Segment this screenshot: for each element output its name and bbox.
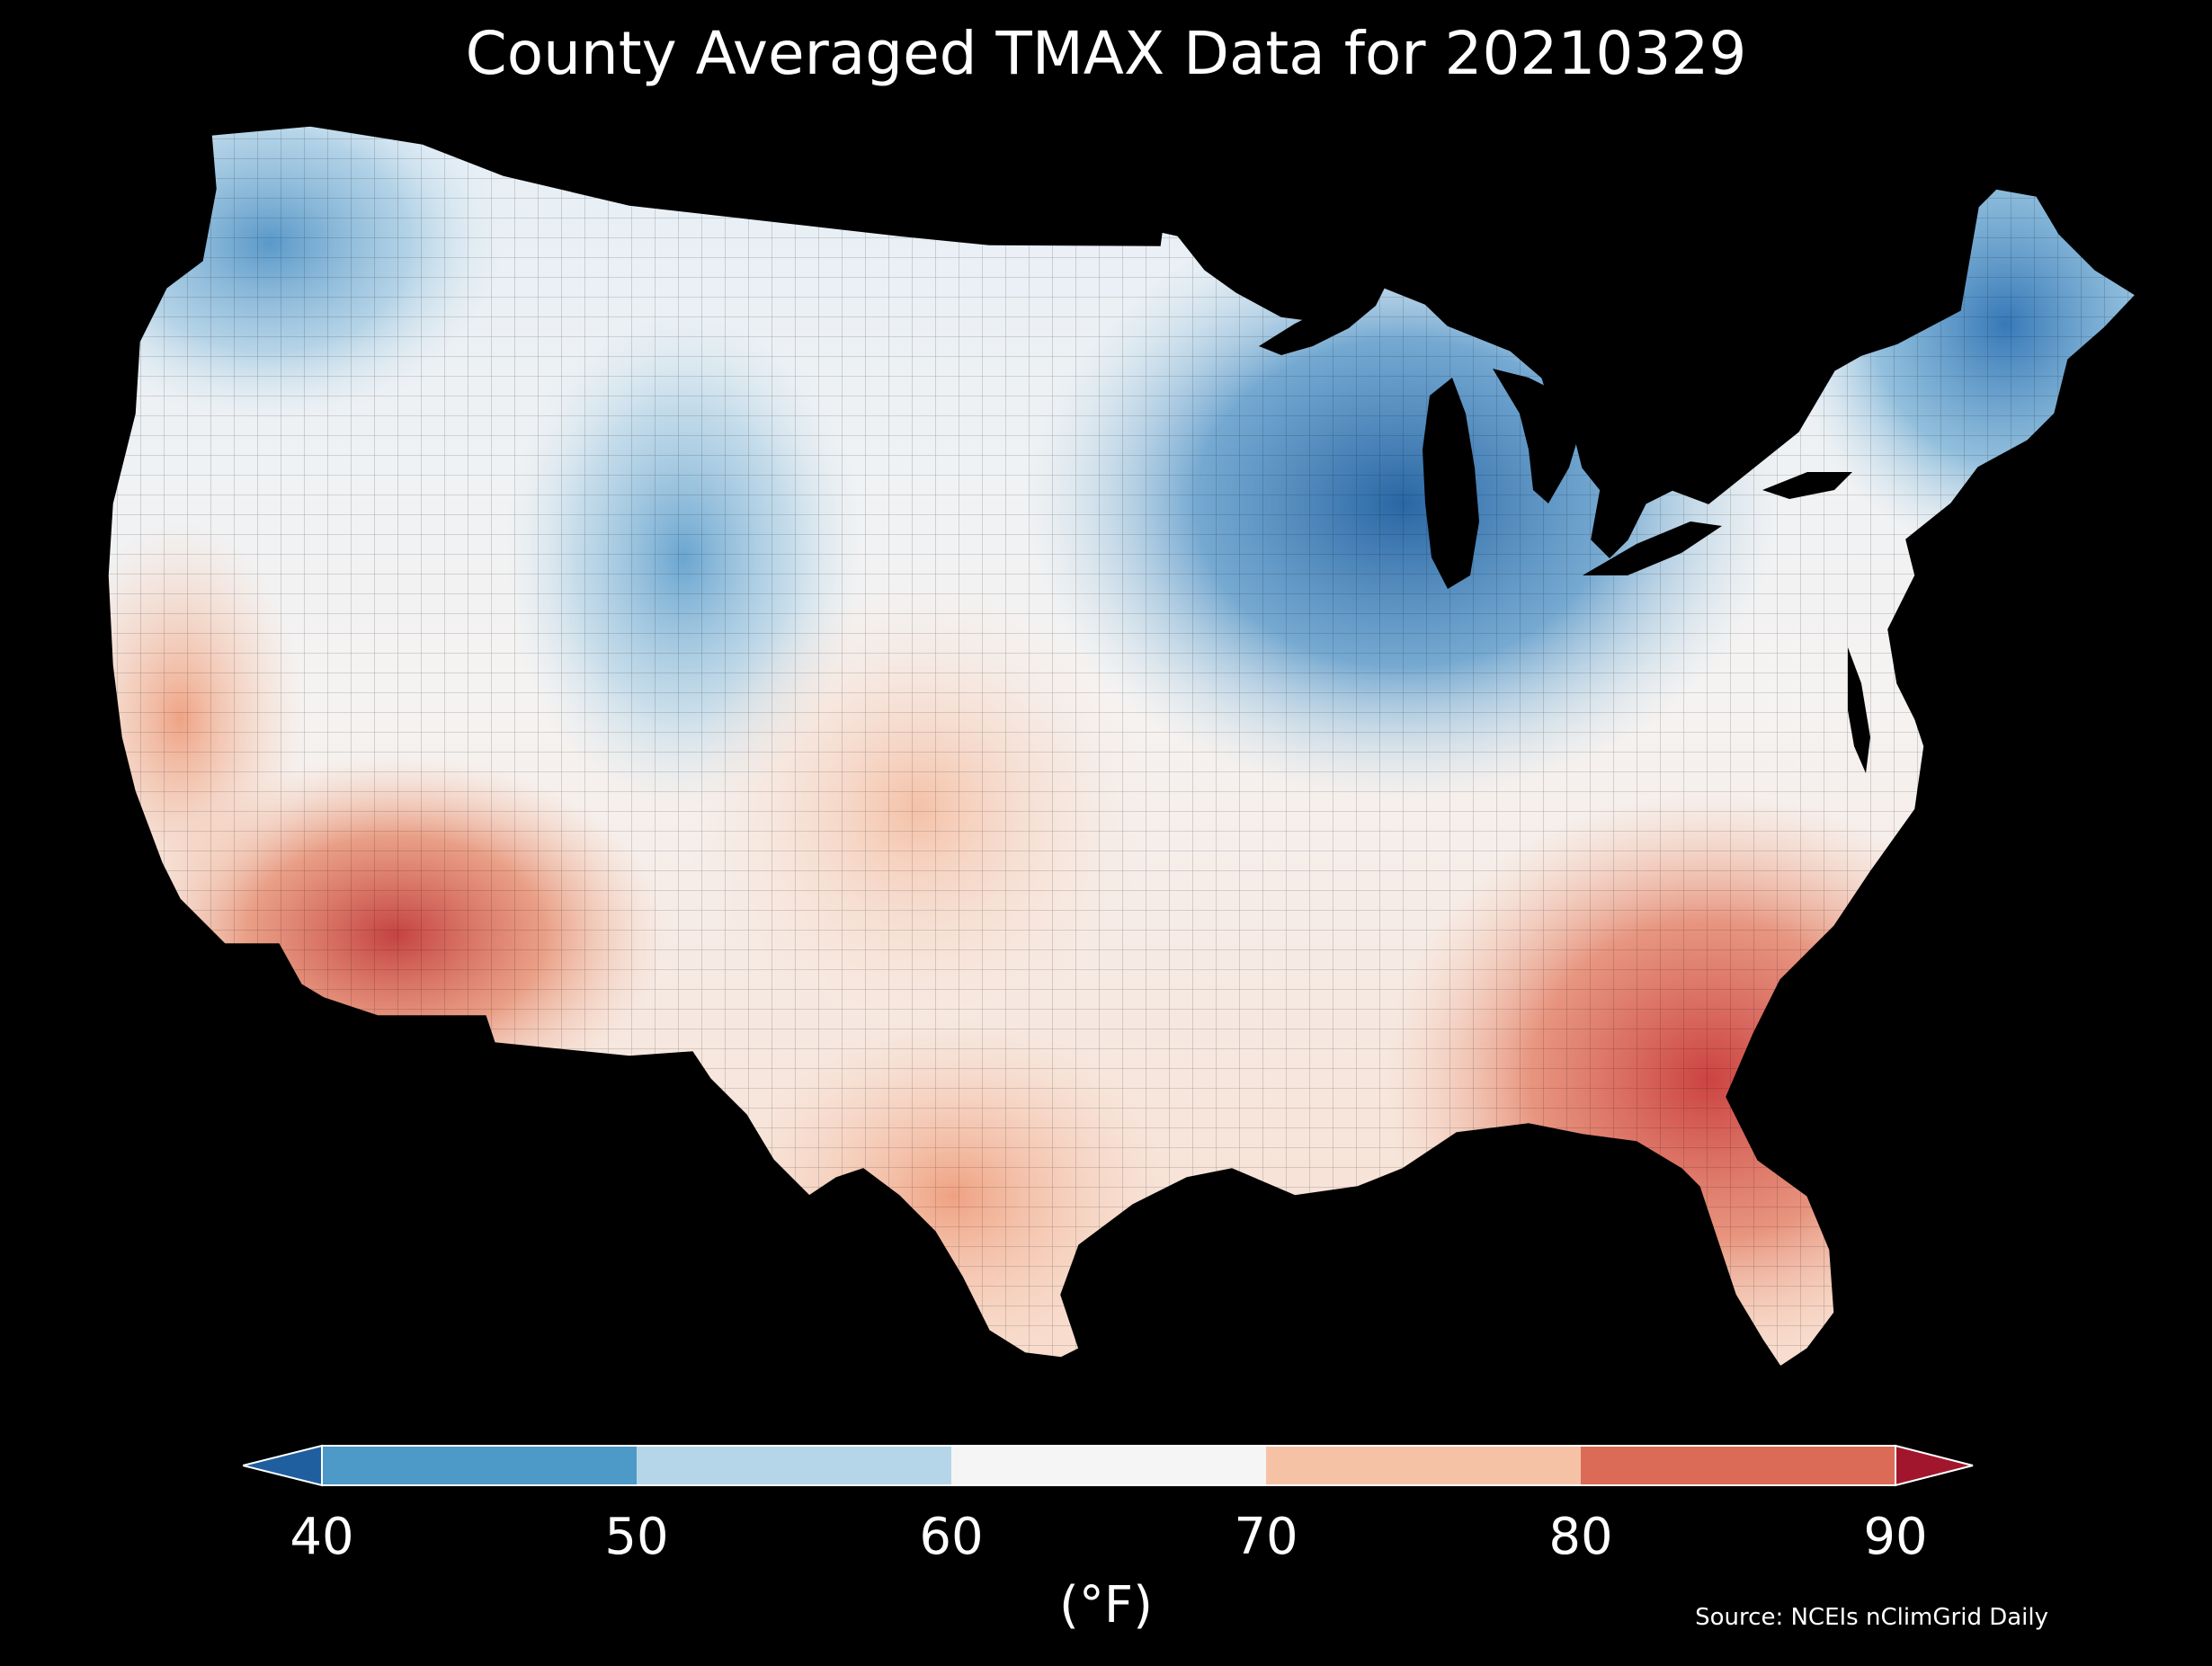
colorbar-bin xyxy=(322,1446,637,1485)
colorbar-unit-label: (°F) xyxy=(1059,1576,1153,1635)
conus-shape xyxy=(108,126,2136,1367)
colorbar-frame xyxy=(321,1445,1896,1486)
map-title: County Averaged TMAX Data for 20210329 xyxy=(465,19,1747,88)
lake-ontario xyxy=(1762,472,1852,499)
chesapeake-bay xyxy=(1848,647,1870,773)
colorbar-tick-label: 80 xyxy=(1548,1508,1613,1566)
colorbar-bin xyxy=(951,1446,1266,1485)
lake-huron xyxy=(1493,369,1583,503)
lake-superior xyxy=(1259,279,1389,355)
colorbar-tick-label: 40 xyxy=(290,1508,354,1566)
colorbar-bin xyxy=(1581,1446,1895,1485)
colorbar-over-arrow xyxy=(1895,1444,1974,1487)
source-credit: Source: NCEIs nClimGrid Daily xyxy=(1695,1604,2048,1631)
colorbar-tick-label: 70 xyxy=(1234,1508,1298,1566)
colorbar-tick-label: 90 xyxy=(1863,1508,1928,1566)
conus-temperature-map xyxy=(107,125,2137,1368)
great-lakes xyxy=(1259,279,1852,589)
colorbar-bin xyxy=(637,1446,951,1485)
lake-erie xyxy=(1583,521,1722,575)
lake-michigan xyxy=(1423,378,1479,589)
colorbar xyxy=(243,1444,1974,1487)
colorbar-bin xyxy=(1266,1446,1581,1485)
colorbar-under-arrow xyxy=(243,1444,323,1487)
colorbar-tick-label: 60 xyxy=(919,1508,984,1566)
colorbar-tick-label: 50 xyxy=(604,1508,669,1566)
